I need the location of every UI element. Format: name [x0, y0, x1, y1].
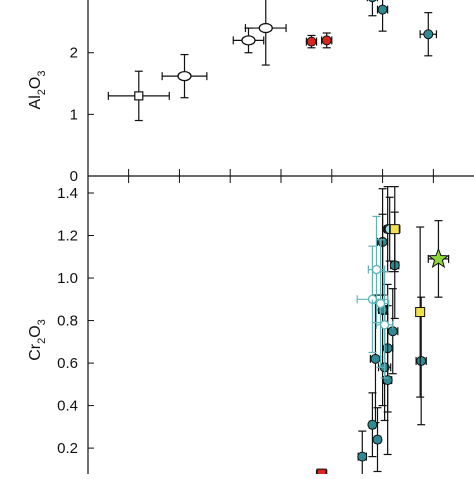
data-point	[379, 320, 390, 330]
y-label-element: Al	[27, 95, 44, 109]
y-tick-label: 0.4	[57, 398, 78, 415]
panel-cr2o3: 0.2 0.4 0.6 0.8 1.0 1.2 1.4 Cr2O3	[27, 176, 450, 479]
data-point	[177, 70, 192, 82]
y-tick-label: 1	[70, 106, 78, 123]
data-point	[134, 91, 144, 101]
y-tick-label: 1.2	[57, 228, 78, 245]
data-point	[427, 247, 450, 269]
data-point	[316, 468, 327, 479]
data-point	[371, 264, 382, 275]
data-point	[423, 29, 434, 40]
y-label-subscript: 2	[36, 89, 48, 95]
y-axis-label: Al2O3	[27, 71, 48, 110]
y-label-element: Cr	[27, 343, 44, 361]
y-tick-label: 1.4	[57, 185, 78, 202]
y-tick-label: 0.2	[57, 440, 78, 457]
y-tick-label: 1.0	[57, 270, 78, 287]
y-label-subscript: 2	[36, 338, 48, 344]
data-point	[389, 224, 400, 235]
data-point	[372, 434, 383, 445]
data-point	[370, 353, 381, 364]
data-point	[368, 0, 377, 3]
data-point	[377, 4, 388, 15]
y-label-subscript: 3	[36, 319, 48, 325]
data-point	[241, 35, 256, 46]
data-point	[357, 451, 368, 462]
data-point	[415, 307, 426, 318]
y-tick-label: 0	[70, 168, 78, 185]
y-label-subscript: 3	[36, 71, 48, 77]
y-label-element: O	[27, 325, 44, 337]
y-label-element: O	[27, 77, 44, 89]
data-point	[375, 298, 386, 309]
data-point	[306, 36, 317, 47]
data-point	[258, 22, 273, 34]
y-tick-label: 0.8	[57, 313, 78, 330]
data-point	[367, 419, 378, 430]
data-point	[321, 35, 332, 46]
y-tick-label: 2	[70, 45, 78, 62]
y-tick-label: 0.6	[57, 355, 78, 372]
y-axis-label: Cr2O3	[27, 319, 48, 361]
data-point	[416, 355, 427, 366]
